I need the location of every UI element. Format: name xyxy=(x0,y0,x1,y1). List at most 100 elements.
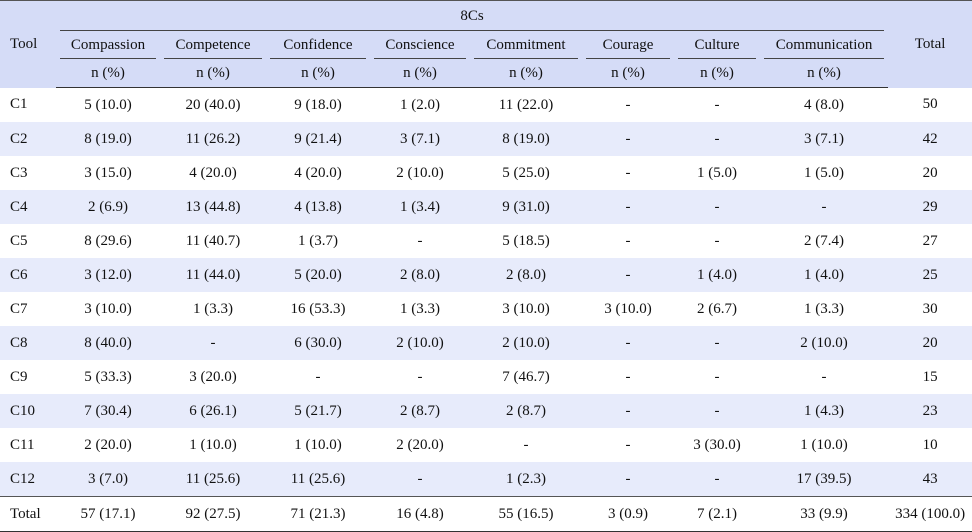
column-header-confidence: Confidence xyxy=(266,31,370,59)
table-cell: 2 (10.0) xyxy=(396,334,444,351)
table-cell: 1 (5.0) xyxy=(697,164,737,181)
row-tool-label: C7 xyxy=(10,300,28,317)
unit-label: n (%) xyxy=(266,59,370,88)
table-cell: 11 (40.7) xyxy=(185,232,241,249)
table-cell: 2 (8.7) xyxy=(506,402,546,419)
table-cell: 8 (29.6) xyxy=(84,232,132,249)
row-tool-label: C10 xyxy=(10,402,36,419)
row-tool-label: C3 xyxy=(10,164,28,181)
table-cell: 1 (10.0) xyxy=(189,436,237,453)
table-cell: - xyxy=(714,334,720,351)
row-total: 10 xyxy=(922,436,938,453)
table-cell: - xyxy=(417,232,423,249)
table-cell: 3 (12.0) xyxy=(84,266,132,283)
row-tool-label: C5 xyxy=(10,232,28,249)
table-cell: 1 (3.3) xyxy=(193,300,233,317)
table-cell: 3 (10.0) xyxy=(502,300,550,317)
column-header-culture: Culture xyxy=(674,31,760,59)
table-cell: 6 (26.1) xyxy=(189,402,237,419)
row-tool-label: C9 xyxy=(10,368,28,385)
table-body: C1 5 (10.0) 20 (40.0) 9 (18.0) 1 (2.0) 11 (22… xyxy=(0,87,972,532)
table-cell: 1 (3.3) xyxy=(400,300,440,317)
table-cell: 2 (8.0) xyxy=(400,266,440,283)
table-row: C3 3 (15.0) 4 (20.0) 4 (20.0) 2 (10.0) 5 (25.… xyxy=(0,156,972,190)
table-cell: 5 (18.5) xyxy=(502,232,550,249)
table-row: C5 8 (29.6) 11 (40.7) 1 (3.7) - 5 (18.5) - - 2 (… xyxy=(0,224,972,258)
column-header-compassion: Compassion xyxy=(56,31,160,59)
table-cell: 2 (6.7) xyxy=(697,300,737,317)
table-cell: 4 (20.0) xyxy=(189,164,237,181)
unit-label: n (%) xyxy=(470,59,582,88)
group-header: 8Cs xyxy=(56,0,889,31)
table-row: C1 5 (10.0) 20 (40.0) 9 (18.0) 1 (2.0) 11 (22… xyxy=(0,87,972,122)
column-header-conscience: Conscience xyxy=(370,31,470,59)
table-cell: 1 (4.0) xyxy=(804,266,845,283)
total-row-label: Total xyxy=(0,496,56,532)
row-total: 25 xyxy=(922,266,938,283)
table-row: C4 2 (6.9) 13 (44.8) 4 (13.8) 1 (3.4) 9 (31.0… xyxy=(0,190,972,224)
table-cell: 13 (44.8) xyxy=(185,198,241,215)
row-tool-label: C8 xyxy=(10,334,28,351)
table-cell: - xyxy=(625,164,631,181)
table-cell: 11 (25.6) xyxy=(185,470,241,487)
table-row: C7 3 (10.0) 1 (3.3) 16 (53.3) 1 (3.3) 3 (10.0… xyxy=(0,292,972,326)
table-cell: - xyxy=(714,232,720,249)
unit-label: n (%) xyxy=(674,59,760,88)
table-cell: 3 (7.0) xyxy=(88,470,128,487)
table-cell: - xyxy=(625,368,631,385)
total-cell: 57 (17.1) xyxy=(56,496,160,532)
table-cell: 2 (10.0) xyxy=(502,334,550,351)
table-cell: 5 (10.0) xyxy=(84,96,132,113)
table-cell: 2 (7.4) xyxy=(804,232,845,249)
table-cell: 17 (39.5) xyxy=(796,470,852,487)
row-tool-label: C11 xyxy=(10,436,35,453)
column-header-communication: Communication xyxy=(760,31,888,59)
table-cell: - xyxy=(210,334,216,351)
table-cell: 3 (15.0) xyxy=(84,164,132,181)
total-cell: 71 (21.3) xyxy=(266,496,370,532)
table-cell: 2 (8.0) xyxy=(506,266,546,283)
table-cell: 5 (21.7) xyxy=(294,402,342,419)
unit-label: n (%) xyxy=(370,59,470,88)
total-cell: 92 (27.5) xyxy=(160,496,266,532)
table-row: C8 8 (40.0) - 6 (30.0) 2 (10.0) 2 (10.0) - - 2 (… xyxy=(0,326,972,360)
table-cell: - xyxy=(625,198,631,215)
table-cell: - xyxy=(821,198,827,215)
table-cell: 7 (30.4) xyxy=(84,402,132,419)
table-cell: 20 (40.0) xyxy=(185,96,241,113)
table-cell: - xyxy=(714,96,720,113)
table-cell: 2 (20.0) xyxy=(84,436,132,453)
table-cell: 3 (10.0) xyxy=(84,300,132,317)
row-tool-label: C6 xyxy=(10,266,28,283)
table-cell: 1 (10.0) xyxy=(800,436,848,453)
table-cell: - xyxy=(315,368,321,385)
table-cell: 9 (31.0) xyxy=(502,198,550,215)
row-total: 43 xyxy=(922,470,938,487)
total-row: Total 57 (17.1) 92 (27.5) 71 (21.3) 16 (4.8)… xyxy=(0,496,972,532)
table-cell: 7 (46.7) xyxy=(502,368,550,385)
table-cell: 5 (25.0) xyxy=(502,164,550,181)
table-cell: 8 (19.0) xyxy=(502,130,550,147)
row-total: 50 xyxy=(922,96,938,113)
table-cell: 2 (8.7) xyxy=(400,402,440,419)
row-total: 23 xyxy=(922,402,938,419)
row-total: 29 xyxy=(922,198,938,215)
total-cell: 33 (9.9) xyxy=(760,496,889,532)
table-cell: 8 (19.0) xyxy=(84,130,132,147)
row-total: 27 xyxy=(922,232,938,249)
table-cell: - xyxy=(417,368,423,385)
row-tool-label: C1 xyxy=(10,96,28,113)
column-header-row: Compassion Competence Confidence Conscience… xyxy=(0,31,972,59)
total-cell: 3 (0.9) xyxy=(582,496,674,532)
table-cell: - xyxy=(625,334,631,351)
table-cell: 4 (13.8) xyxy=(294,198,342,215)
table-cell: 6 (30.0) xyxy=(294,334,342,351)
table-cell: 1 (2.3) xyxy=(506,470,546,487)
row-total: 20 xyxy=(922,334,938,351)
table-cell: - xyxy=(625,266,631,283)
row-total: 30 xyxy=(922,300,938,317)
total-cell: 7 (2.1) xyxy=(674,496,760,532)
row-tool-label: C2 xyxy=(10,130,28,147)
table-row: C6 3 (12.0) 11 (44.0) 5 (20.0) 2 (8.0) 2 (8.0… xyxy=(0,258,972,292)
